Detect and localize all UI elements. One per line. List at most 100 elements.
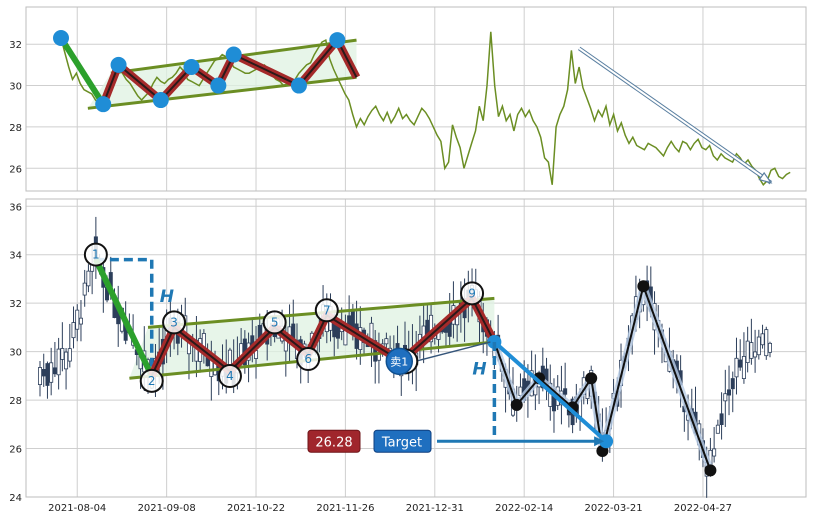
bottom-x-tick-label: 2021-10-22 <box>227 503 285 514</box>
bottom-y-tick-label: 36 <box>9 202 22 213</box>
bottom-y-tick-label: 32 <box>9 299 22 310</box>
top-y-tick-label: 26 <box>9 164 22 175</box>
candle-body <box>64 351 69 370</box>
top-green-wave-leg <box>58 36 106 106</box>
target-label-badge: Target <box>373 429 432 453</box>
candle-body <box>734 357 739 378</box>
candle-body <box>741 356 746 379</box>
target-arrow-head <box>594 436 605 447</box>
candle-body <box>563 388 568 395</box>
top-price-line <box>60 31 791 187</box>
black-path-pivot <box>637 280 650 293</box>
top-panel-frame <box>25 6 807 192</box>
top-projection-arrow-head <box>758 171 773 184</box>
candle-body <box>768 342 773 353</box>
wave-number-circle <box>217 364 242 389</box>
candle-body <box>60 348 65 360</box>
bottom-panel-frame <box>25 198 807 498</box>
bottom-y-tick-label: 30 <box>9 348 22 359</box>
bottom-y-tick-label: 24 <box>9 493 22 504</box>
top-pivot-marker <box>53 30 69 47</box>
sell-marker <box>385 347 414 376</box>
black-path-pivot <box>510 398 523 411</box>
wave-number-circle <box>162 310 187 335</box>
top-y-tick-label: 32 <box>9 40 22 51</box>
target-label-box <box>373 429 432 453</box>
bottom-y-tick-label: 26 <box>9 445 22 456</box>
target-value-text: 26.28 <box>315 435 352 450</box>
candle-body <box>45 363 50 386</box>
candle-body <box>712 448 717 457</box>
bottom-y-tick-label: 28 <box>9 396 22 407</box>
top-pivot-marker <box>110 56 127 73</box>
candle-body <box>730 378 735 390</box>
black-path-pivot <box>704 464 717 477</box>
top-channel-lower <box>87 75 357 110</box>
candle-body <box>86 270 91 287</box>
wave-number-circle <box>460 281 485 306</box>
top-pivot-marker <box>210 77 227 94</box>
bottom-y-tick-label: 34 <box>9 251 22 262</box>
top-projection-arrow-core <box>578 47 772 184</box>
candle-body <box>727 389 732 396</box>
top-y-tick-label: 30 <box>9 82 22 93</box>
bottom-x-tick-label: 2022-04-27 <box>674 503 732 514</box>
candle-body <box>49 362 54 383</box>
candle-body <box>38 367 43 386</box>
bottom-x-tick-label: 2022-03-21 <box>585 503 643 514</box>
candle-body <box>52 367 57 375</box>
candle-body <box>41 369 46 377</box>
right-height-label: H <box>472 360 486 380</box>
candle-body <box>749 342 754 359</box>
black-path-pivot <box>585 372 598 385</box>
target-value-box <box>307 429 361 453</box>
bottom-x-tick-label: 2022-02-14 <box>495 503 553 514</box>
bottom-x-tick-label: 2021-11-26 <box>316 503 374 514</box>
candle-body <box>738 359 743 368</box>
wave-number-label: 7 <box>323 303 331 317</box>
candle-body <box>71 322 76 339</box>
wave-number-label: 2 <box>148 374 156 388</box>
candle-body <box>760 333 765 346</box>
wave-number-label: 4 <box>226 369 234 383</box>
candle-body <box>745 340 750 364</box>
top-pivot-marker <box>290 77 307 94</box>
bottom-x-tick-label: 2021-12-31 <box>406 503 464 514</box>
sell-connector-line <box>415 341 491 363</box>
target-value-badge: 26.28 <box>307 429 361 453</box>
candle-body <box>753 351 758 358</box>
sell-marker-label: 卖1 <box>390 355 408 368</box>
candle-body <box>75 309 80 330</box>
wave-number-circle <box>139 368 164 393</box>
wave-number-circle <box>296 347 321 372</box>
top-price-panel: 26 28 30 32 <box>9 6 807 192</box>
wave-number-circle <box>83 242 108 267</box>
wave-number-label: 6 <box>304 352 312 366</box>
target-label-text: Target <box>381 435 422 450</box>
top-pivot-marker <box>329 32 346 49</box>
top-y-tick-label: 28 <box>9 123 22 134</box>
wave-number-circle <box>262 310 287 335</box>
candle-body <box>384 338 389 345</box>
wave-number-label: 1 <box>92 248 100 262</box>
candle-body <box>715 424 720 434</box>
candle-body <box>78 317 83 325</box>
candle-body <box>723 393 728 402</box>
top-pivot-marker <box>183 58 200 75</box>
bottom-green-wave-leg <box>93 258 155 378</box>
bottom-x-tick-label: 2021-09-08 <box>138 503 196 514</box>
candle-body <box>756 336 761 356</box>
top-pivot-marker <box>225 46 242 63</box>
candle-body <box>56 348 61 376</box>
left-height-label: H <box>160 287 174 307</box>
wave-number-label: 5 <box>271 315 279 329</box>
top-pivot-marker <box>95 96 112 113</box>
candle-body <box>67 348 72 362</box>
target-leg-line <box>493 340 608 443</box>
top-pivot-marker <box>152 92 169 109</box>
wave-number-circle <box>314 298 339 323</box>
wave-number-label: 9 <box>468 286 476 300</box>
